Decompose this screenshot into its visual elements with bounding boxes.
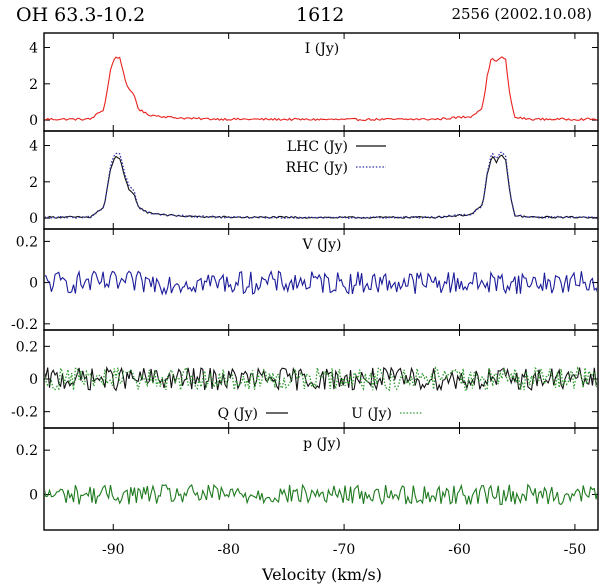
x-tick-label: -90 <box>102 542 125 558</box>
frequency-label: 1612 <box>296 4 344 26</box>
y-tick-label: 0.2 <box>16 234 38 250</box>
x-axis-label: Velocity (km/s) <box>261 565 382 584</box>
y-tick-label: 0.2 <box>16 339 38 355</box>
figure-header: OH 63.3-10.2 1612 2556 (2002.10.08) <box>16 4 592 26</box>
y-tick-label: 4 <box>29 139 38 155</box>
legend-label: RHC (Jy) <box>286 160 348 176</box>
panel-qu: -0.2 0 0.2 Q (Jy) U (Jy) <box>11 329 599 429</box>
y-tick-label: -0.2 <box>11 405 38 421</box>
series-line-i <box>45 56 597 122</box>
legend-label: Q (Jy) <box>218 406 258 422</box>
panel-v: -0.2 0 0.2 V (Jy) <box>11 228 599 333</box>
y-tick-label: 0 <box>29 113 38 129</box>
series-line-q <box>45 365 597 392</box>
legend-label: U (Jy) <box>351 406 392 422</box>
x-tick-label: -70 <box>333 542 356 558</box>
y-tick-label: 0.2 <box>16 443 38 459</box>
x-axis: -90 -80 -70 -60 -50 <box>102 542 586 558</box>
x-tick-label: -50 <box>564 542 587 558</box>
source-name: OH 63.3-10.2 <box>16 4 145 26</box>
panel-lr: 0 2 4 LHC (Jy) RHC (Jy) <box>29 130 599 230</box>
y-tick-label: 2 <box>29 77 38 93</box>
legend-label: LHC (Jy) <box>287 139 348 155</box>
y-tick-label: 0 <box>29 488 38 504</box>
series-legend-label: p (Jy) <box>303 436 341 452</box>
series-line-p <box>45 483 597 506</box>
x-tick-label: -60 <box>448 542 471 558</box>
y-tick-label: 0 <box>29 276 38 292</box>
panel-p: 0 0.2 p (Jy) <box>16 427 599 531</box>
series-legend-label: I (Jy) <box>305 41 339 57</box>
x-tick-label: -80 <box>217 542 240 558</box>
y-tick-label: 0 <box>29 211 38 227</box>
y-tick-label: -0.2 <box>11 317 38 333</box>
panel-frame <box>43 427 599 531</box>
y-tick-label: 2 <box>29 175 38 191</box>
panels-group: 0 2 4 I (Jy) 0 2 4 LHC (Jy) RHC (Jy) -0.2 0 0.2 V (J… <box>11 32 599 531</box>
series-line-u <box>45 365 597 392</box>
series-line-v <box>45 269 597 296</box>
series-line-rhc <box>45 151 597 220</box>
series-legend-label: V (Jy) <box>301 237 341 253</box>
observation-label: 2556 (2002.10.08) <box>451 5 592 23</box>
panel-i: 0 2 4 I (Jy) <box>29 32 599 132</box>
y-tick-label: 0 <box>29 372 38 388</box>
y-tick-label: 4 <box>29 41 38 57</box>
